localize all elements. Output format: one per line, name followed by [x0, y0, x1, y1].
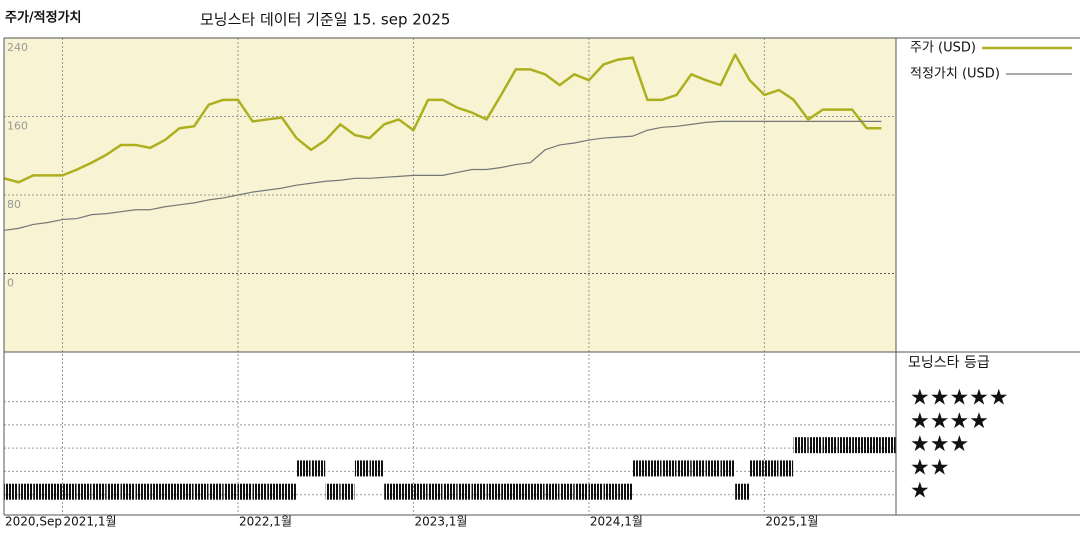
rating-bar: [384, 483, 399, 500]
rating-bar: [837, 437, 852, 454]
y-tick-label: 0: [7, 277, 14, 290]
rating-bar: [779, 460, 794, 477]
rating-bar: [267, 483, 282, 500]
rating-tick-label: ★★★★: [910, 409, 989, 434]
rating-bar: [808, 437, 823, 454]
rating-bar: [296, 460, 311, 477]
legend-label: 주가 (USD): [910, 41, 976, 56]
rating-bar: [428, 483, 443, 500]
rating-tick-label: ★★★: [910, 432, 969, 457]
x-tick-label: 2022,1월: [239, 515, 292, 529]
rating-bar: [457, 483, 472, 500]
rating-bar: [632, 460, 647, 477]
rating-bar: [47, 483, 62, 500]
x-tick-label: 2025,1월: [765, 515, 818, 529]
rating-bar: [530, 483, 545, 500]
y-tick-label: 160: [7, 120, 28, 133]
rating-bar: [822, 437, 838, 454]
rating-bar: [4, 483, 19, 500]
rating-bar: [281, 483, 296, 500]
rating-bar: [764, 460, 779, 477]
rating-bar: [120, 483, 136, 500]
rating-bar: [135, 483, 150, 500]
rating-bar: [866, 437, 881, 454]
series-line: [3, 53, 882, 184]
rating-bar: [676, 460, 691, 477]
rating-bar: [705, 460, 721, 477]
rating-bar: [106, 483, 121, 500]
rating-bar: [398, 483, 413, 500]
rating-bar: [252, 483, 267, 500]
x-tick-label: 2021,1월: [63, 515, 116, 529]
y-tick-label: 240: [7, 41, 28, 54]
rating-bar: [501, 483, 516, 500]
rating-bar: [33, 483, 48, 500]
rating-bar: [691, 460, 706, 477]
rating-bar: [91, 483, 106, 500]
rating-bar: [18, 483, 33, 500]
rating-bar: [369, 460, 384, 477]
rating-bar: [340, 483, 355, 500]
rating-bar: [647, 460, 662, 477]
y-tick-label: 80: [7, 198, 21, 211]
series-line: [3, 120, 882, 231]
rating-bar: [237, 483, 253, 500]
rating-bar: [662, 460, 677, 477]
rating-bar: [574, 483, 589, 500]
rating-bar: [559, 483, 574, 500]
rating-bar: [881, 437, 896, 454]
rating-bar: [603, 483, 618, 500]
rating-bar: [77, 483, 92, 500]
rating-bar: [311, 460, 326, 477]
rating-bar: [179, 483, 194, 500]
rating-bar: [354, 460, 370, 477]
rating-bar: [793, 437, 808, 454]
rating-bar: [62, 483, 77, 500]
x-tick-label: 2020,Sep: [5, 515, 62, 529]
rating-bar: [194, 483, 209, 500]
rating-bar: [749, 460, 764, 477]
rating-bar: [471, 483, 487, 500]
chart-title: 주가/적정가치: [5, 10, 82, 26]
rating-tick-label: ★★: [910, 455, 949, 480]
rating-bar: [150, 483, 165, 500]
x-tick-label: 2023,1월: [414, 515, 467, 529]
frame: [3, 37, 1080, 516]
rating-bar: [325, 483, 340, 500]
rating-bar: [852, 437, 867, 454]
rating-bar: [515, 483, 530, 500]
rating-tick-label: ★★★★★: [910, 386, 1009, 411]
rating-bar: [545, 483, 560, 500]
rating-title: 모닝스타 등급: [908, 355, 990, 371]
rating-bar: [164, 483, 179, 500]
rating-bar: [720, 460, 735, 477]
rating-bar: [735, 483, 750, 500]
rating-bar: [413, 483, 428, 500]
rating-bar: [208, 483, 223, 500]
rating-bar: [588, 483, 604, 500]
rating-bar: [223, 483, 238, 500]
rating-bar: [618, 483, 633, 500]
legend-label: 적정가치 (USD): [910, 67, 1000, 82]
rating-bar: [486, 483, 501, 500]
chart-subtitle: 모닝스타 데이터 기준일 15. sep 2025: [200, 11, 450, 29]
x-tick-label: 2024,1월: [590, 515, 643, 529]
rating-bar: [442, 483, 457, 500]
rating-tick-label: ★: [910, 479, 930, 504]
